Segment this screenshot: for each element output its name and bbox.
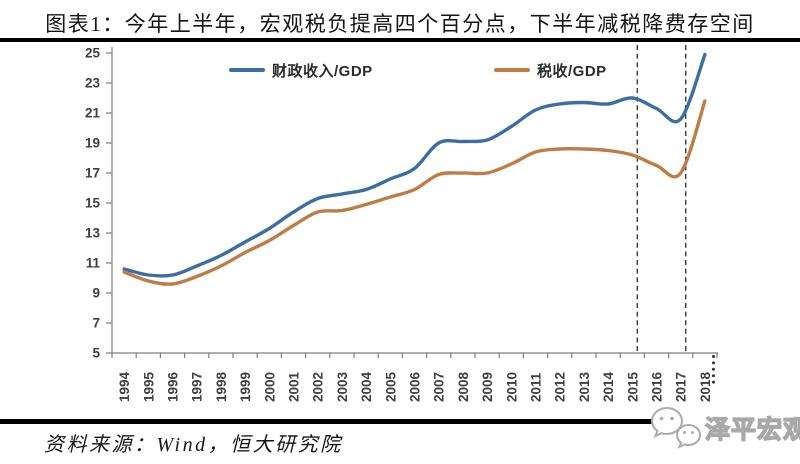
wechat-icon <box>650 406 702 449</box>
x-tick-label: 2013 <box>577 371 592 402</box>
y-tick-label: 13 <box>85 226 101 241</box>
x-tick-label: 2018 <box>698 371 713 402</box>
footer-divider-rule <box>0 419 672 424</box>
y-tick-label: 15 <box>85 196 101 211</box>
x-tick-label: 2004 <box>359 371 374 402</box>
y-tick-label: 17 <box>85 166 100 181</box>
x-tick-label: 2001 <box>287 371 302 402</box>
axis-continuation-dot <box>712 355 715 358</box>
x-tick-label: 2002 <box>311 372 326 402</box>
brand-watermark: 泽平宏观 <box>648 405 800 457</box>
x-tick-label: 1996 <box>166 371 181 402</box>
x-tick-label: 2003 <box>335 371 350 402</box>
x-tick-label: 2000 <box>262 372 277 402</box>
x-tick-label: 2014 <box>601 371 616 402</box>
y-tick-label: 21 <box>85 106 101 121</box>
x-tick-label: 2009 <box>480 372 495 402</box>
brand-name: 泽平宏观 <box>704 415 800 444</box>
y-tick-label: 5 <box>92 346 100 361</box>
series-line-1 <box>122 99 707 286</box>
y-tick-label: 11 <box>86 256 101 271</box>
x-tick-label: 2008 <box>456 371 471 402</box>
axis-continuation-dot <box>712 367 715 371</box>
axis-continuation-dot <box>712 380 715 384</box>
title-divider-rule <box>0 38 800 42</box>
x-tick-label: 1995 <box>141 371 156 402</box>
x-tick-label: 2017 <box>674 372 689 402</box>
x-tick-label: 2006 <box>408 371 423 402</box>
x-tick-label: 2012 <box>553 372 568 402</box>
x-tick-label: 1998 <box>214 371 229 402</box>
data-source-text: 资料来源：Wind，恒大研究院 <box>44 434 343 456</box>
axis-continuation-dot <box>712 374 715 378</box>
y-tick-label: 23 <box>85 76 101 91</box>
x-tick-label: 2007 <box>432 372 447 402</box>
x-tick-label: 2015 <box>625 371 640 402</box>
y-tick-label: 9 <box>92 286 100 301</box>
x-tick-label: 1997 <box>190 372 205 402</box>
y-tick-label: 25 <box>85 46 101 61</box>
x-tick-label: 2010 <box>504 372 519 402</box>
chart-title: 图表1：今年上半年，宏观税负提高四个百分点，下半年减税降费存空间 <box>45 12 755 36</box>
x-tick-label: 1994 <box>117 371 132 402</box>
x-tick-label: 2005 <box>383 371 398 402</box>
axis-continuation-dot <box>712 361 715 365</box>
x-tick-label: 2016 <box>650 371 665 402</box>
x-tick-label: 1999 <box>238 372 253 402</box>
y-tick-label: 7 <box>92 316 100 331</box>
series-line-0 <box>122 52 707 278</box>
y-tick-label: 19 <box>85 136 100 151</box>
x-tick-label: 2011 <box>529 372 544 402</box>
